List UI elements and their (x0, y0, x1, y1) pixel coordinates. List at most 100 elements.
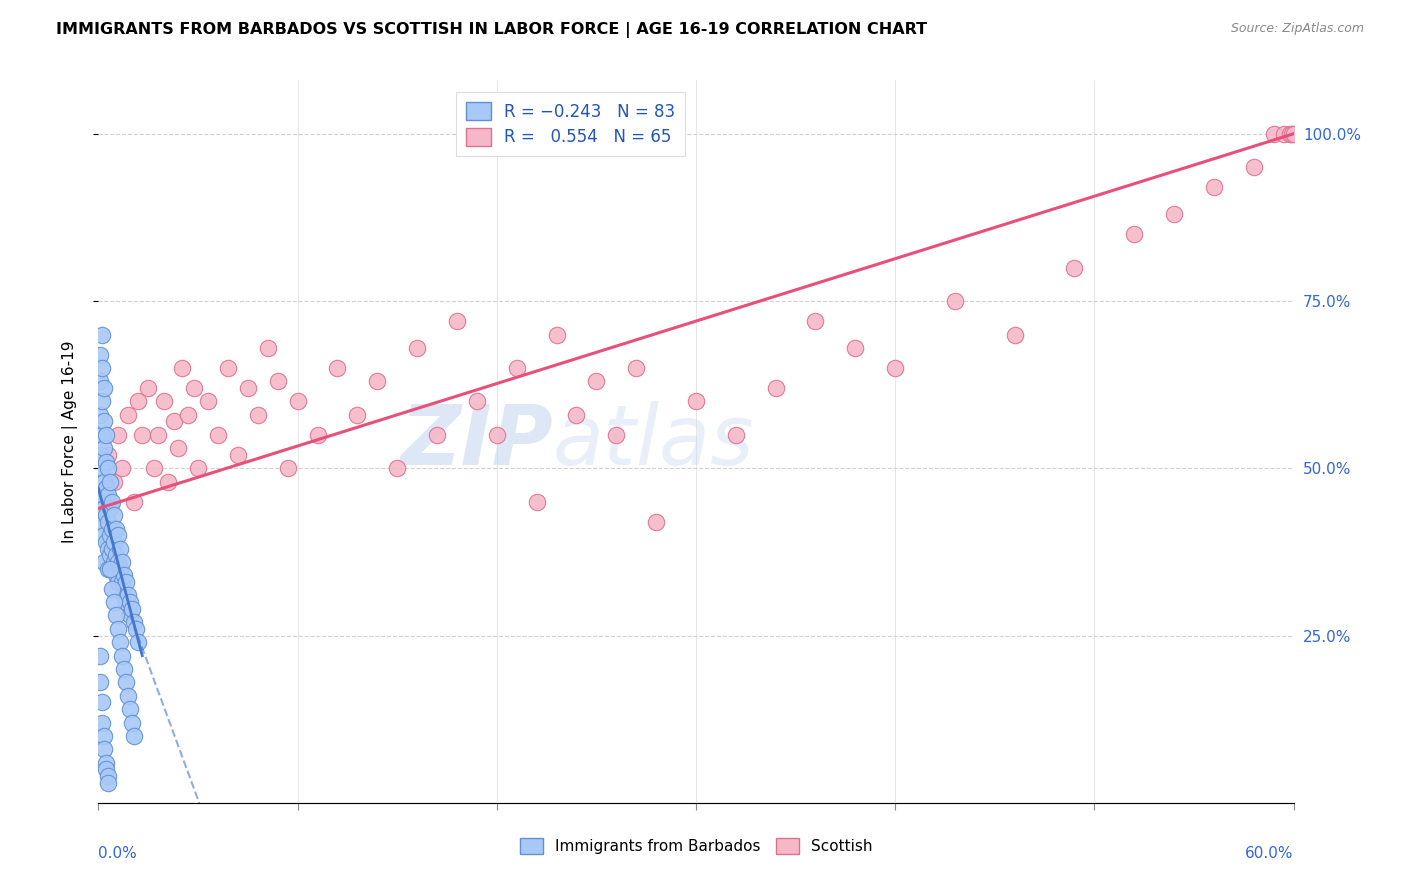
Point (346, 408, 368, 422)
Point (115, 595, 138, 609)
Point (167, 442, 190, 455)
Point (89, 448, 111, 462)
Point (89, 675, 111, 690)
Point (117, 689, 139, 703)
Point (103, 595, 125, 609)
Point (101, 562, 124, 576)
Point (98, 548, 122, 563)
Point (97, 541, 120, 556)
Point (91, 515, 114, 529)
Text: atlas: atlas (553, 401, 754, 482)
Point (1263, 127, 1285, 141)
Point (97, 776, 120, 790)
Point (96, 427, 118, 442)
Point (143, 461, 166, 475)
Point (91, 327, 114, 342)
Point (89, 408, 111, 422)
Point (217, 361, 239, 376)
Point (506, 361, 529, 376)
Point (131, 427, 153, 442)
Point (97, 448, 120, 462)
Point (183, 381, 205, 395)
Point (526, 494, 548, 508)
Point (105, 521, 128, 535)
Point (1004, 327, 1026, 342)
Point (605, 427, 627, 442)
Point (446, 314, 468, 328)
Point (103, 475, 125, 489)
Point (385, 461, 409, 475)
Point (98, 562, 122, 576)
Point (565, 408, 588, 422)
Point (844, 341, 866, 355)
Point (207, 427, 229, 442)
Point (91, 427, 114, 442)
Point (91, 461, 114, 475)
Point (91, 488, 114, 502)
Point (121, 602, 143, 616)
Point (1272, 127, 1295, 141)
Point (256, 341, 278, 355)
Point (465, 394, 488, 409)
Point (685, 394, 707, 409)
Text: IMMIGRANTS FROM BARBADOS VS SCOTTISH IN LABOR FORCE | AGE 16-19 CORRELATION CHAR: IMMIGRANTS FROM BARBADOS VS SCOTTISH IN … (56, 22, 928, 38)
Point (107, 555, 129, 569)
Point (546, 327, 568, 342)
Point (115, 575, 138, 590)
Point (110, 635, 132, 649)
Point (585, 375, 607, 389)
Point (1163, 207, 1185, 221)
Point (163, 414, 186, 429)
Point (153, 394, 176, 409)
Point (93, 742, 115, 756)
Point (97, 488, 120, 502)
Point (124, 615, 146, 630)
Point (136, 381, 159, 395)
Point (93, 442, 115, 455)
Point (120, 595, 142, 609)
Point (103, 534, 125, 549)
Point (148, 427, 170, 442)
Point (1123, 227, 1146, 242)
Point (89, 348, 111, 362)
Point (110, 562, 132, 576)
Point (111, 575, 134, 590)
Point (197, 394, 219, 409)
Point (96, 508, 118, 523)
Text: 0.0%: 0.0% (98, 847, 138, 861)
Point (111, 461, 134, 475)
Point (366, 375, 388, 389)
Point (107, 528, 129, 542)
Point (172, 361, 194, 376)
Point (765, 381, 787, 395)
Point (626, 361, 648, 376)
Point (91, 696, 114, 710)
Y-axis label: In Labor Force | Age 16-19: In Labor Force | Age 16-19 (62, 340, 77, 543)
Point (117, 408, 139, 422)
Point (1282, 127, 1305, 141)
Point (1202, 180, 1225, 194)
Point (93, 501, 115, 516)
Point (93, 381, 115, 395)
Point (157, 475, 180, 489)
Point (89, 648, 111, 663)
Point (107, 575, 129, 590)
Point (96, 534, 118, 549)
Point (111, 648, 134, 663)
Point (117, 589, 139, 603)
Point (93, 555, 115, 569)
Text: Source: ZipAtlas.com: Source: ZipAtlas.com (1230, 22, 1364, 36)
Point (107, 427, 129, 442)
Point (103, 508, 125, 523)
Point (226, 448, 249, 462)
Point (121, 715, 143, 730)
Point (98, 528, 122, 542)
Point (105, 568, 128, 582)
Point (246, 408, 269, 422)
Point (93, 414, 115, 429)
Point (120, 702, 142, 716)
Point (645, 515, 668, 529)
Point (107, 622, 129, 636)
Point (91, 715, 114, 730)
Point (93, 729, 115, 743)
